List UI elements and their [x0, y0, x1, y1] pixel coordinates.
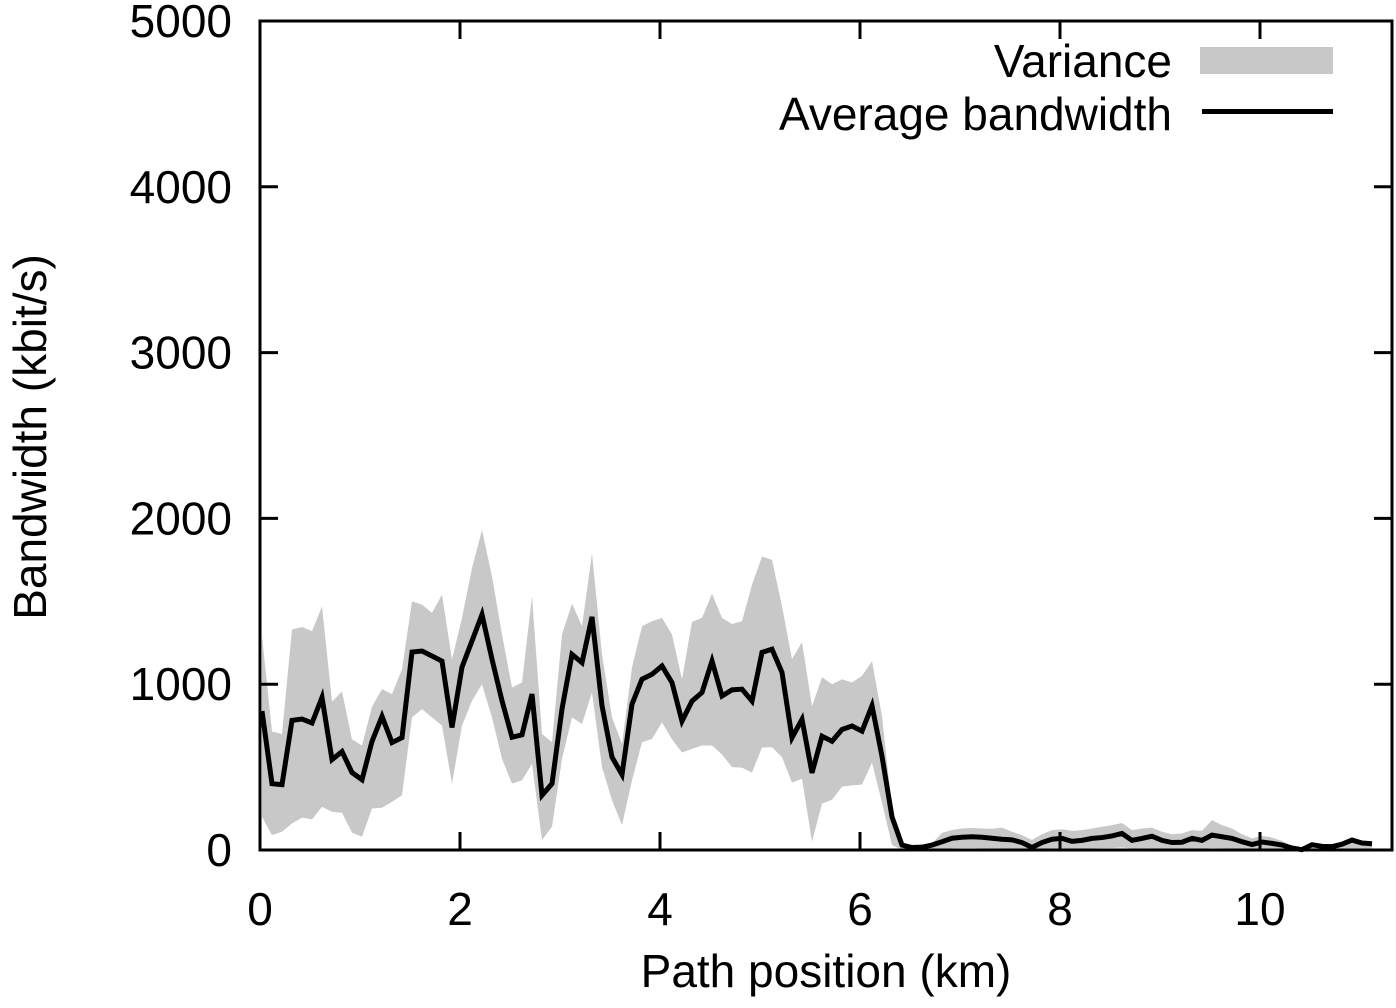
x-tick-label: 10 — [1234, 883, 1285, 935]
average-line-sample — [1202, 109, 1333, 114]
x-tick-label: 6 — [847, 883, 873, 935]
x-tick-label: 0 — [247, 883, 273, 935]
y-tick-label: 4000 — [130, 161, 232, 213]
variance-band — [262, 530, 1372, 850]
y-tick-label: 5000 — [130, 0, 232, 47]
variance-swatch — [1200, 47, 1333, 74]
legend-average-label: Average bandwidth — [779, 88, 1172, 140]
x-tick-label: 2 — [447, 883, 473, 935]
y-tick-label: 2000 — [130, 492, 232, 544]
y-tick-label: 3000 — [130, 327, 232, 379]
x-tick-label: 4 — [647, 883, 673, 935]
plot-frame — [258, 19, 1394, 852]
y-axis-title: Bandwidth (kbit/s) — [4, 254, 56, 620]
x-axis-title: Path position (km) — [640, 945, 1012, 997]
y-tick-label: 0 — [206, 824, 232, 876]
legend-variance-label: Variance — [993, 35, 1172, 87]
y-tick-label: 1000 — [130, 658, 232, 710]
average-bandwidth-line — [259, 605, 1373, 853]
x-tick-label: 8 — [1047, 883, 1073, 935]
